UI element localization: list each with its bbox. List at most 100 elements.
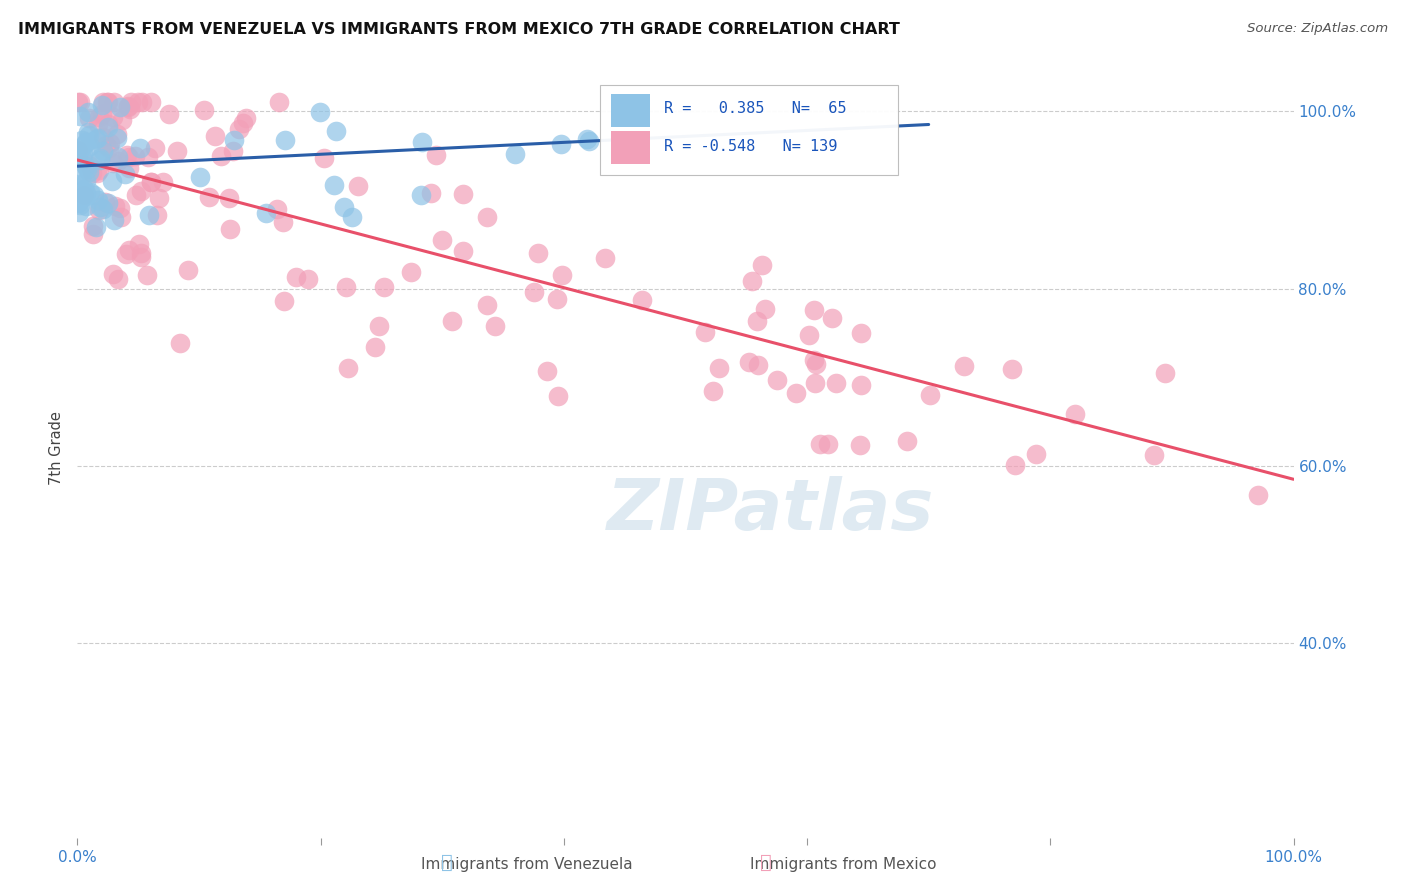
Point <box>765 373 787 387</box>
Point <box>367 319 389 334</box>
Point <box>297 272 319 286</box>
Point <box>314 152 336 166</box>
Point <box>340 211 363 225</box>
Point <box>849 326 872 340</box>
Point <box>803 352 825 367</box>
FancyBboxPatch shape <box>600 86 898 175</box>
Point <box>157 107 180 121</box>
Point <box>1154 366 1177 380</box>
Point <box>96 95 118 110</box>
Point <box>104 199 127 213</box>
Point <box>107 272 129 286</box>
Point <box>451 244 474 259</box>
Point <box>79 185 101 199</box>
Point <box>420 186 443 200</box>
Point <box>77 158 100 172</box>
Point <box>1143 448 1166 462</box>
Point <box>77 125 100 139</box>
Point <box>97 120 120 135</box>
Point <box>67 149 90 163</box>
Point <box>115 247 138 261</box>
Point <box>86 117 108 131</box>
Point <box>75 174 97 188</box>
Point <box>97 141 120 155</box>
Point <box>139 175 162 189</box>
Point <box>169 335 191 350</box>
Point <box>67 144 90 158</box>
Point <box>849 377 872 392</box>
Point <box>69 109 91 123</box>
Point <box>108 201 131 215</box>
Point <box>224 133 246 147</box>
Point <box>821 311 844 326</box>
Point <box>803 376 825 391</box>
Point <box>166 144 188 158</box>
Point <box>190 170 212 185</box>
Point <box>67 205 90 219</box>
Point <box>707 361 730 376</box>
Point <box>284 270 307 285</box>
Point <box>127 95 149 110</box>
Point <box>66 145 89 160</box>
Point <box>107 150 129 164</box>
Point <box>751 258 773 272</box>
Point <box>77 104 100 119</box>
Point <box>67 143 90 157</box>
Point <box>114 167 136 181</box>
Point <box>409 187 432 202</box>
Point <box>152 175 174 189</box>
Point <box>266 202 288 217</box>
Point <box>79 139 101 153</box>
Point <box>105 131 128 145</box>
Point <box>695 325 717 339</box>
Point <box>1004 458 1026 472</box>
Point <box>101 110 124 124</box>
Point <box>432 233 454 247</box>
Point <box>107 154 129 169</box>
Point <box>273 293 295 308</box>
Point <box>546 292 568 306</box>
Point <box>146 208 169 222</box>
Point <box>101 267 124 281</box>
Point <box>72 147 94 161</box>
Point <box>70 191 93 205</box>
Point <box>91 202 114 217</box>
Point <box>425 148 447 162</box>
Point <box>440 314 463 328</box>
Point <box>797 328 820 343</box>
Point <box>333 200 356 214</box>
Point <box>129 245 152 260</box>
Text: Immigrants from Venezuela: Immigrants from Venezuela <box>422 857 633 872</box>
Point <box>576 131 599 145</box>
Point <box>87 203 110 218</box>
Point <box>79 165 101 179</box>
Point <box>228 121 250 136</box>
Point <box>373 280 395 294</box>
Point <box>335 280 357 294</box>
Point <box>93 145 115 159</box>
Point <box>138 208 160 222</box>
Y-axis label: 7th Grade: 7th Grade <box>49 411 65 485</box>
Point <box>93 130 115 145</box>
Point <box>193 103 215 117</box>
Point <box>135 268 157 282</box>
Point <box>527 246 550 260</box>
Point <box>84 132 107 146</box>
Point <box>211 149 233 163</box>
Point <box>222 145 245 159</box>
Text: R = -0.548   N= 139: R = -0.548 N= 139 <box>664 138 837 153</box>
Point <box>630 293 652 308</box>
Point <box>115 148 138 162</box>
Point <box>139 175 162 189</box>
Point <box>1247 488 1270 502</box>
Point <box>952 359 974 373</box>
Point <box>747 314 769 328</box>
Point <box>73 188 96 202</box>
Point <box>274 133 297 147</box>
Point <box>83 187 105 202</box>
Point <box>741 274 763 288</box>
Point <box>325 124 347 138</box>
Point <box>97 117 120 131</box>
Point <box>337 360 360 375</box>
Point <box>91 107 114 121</box>
